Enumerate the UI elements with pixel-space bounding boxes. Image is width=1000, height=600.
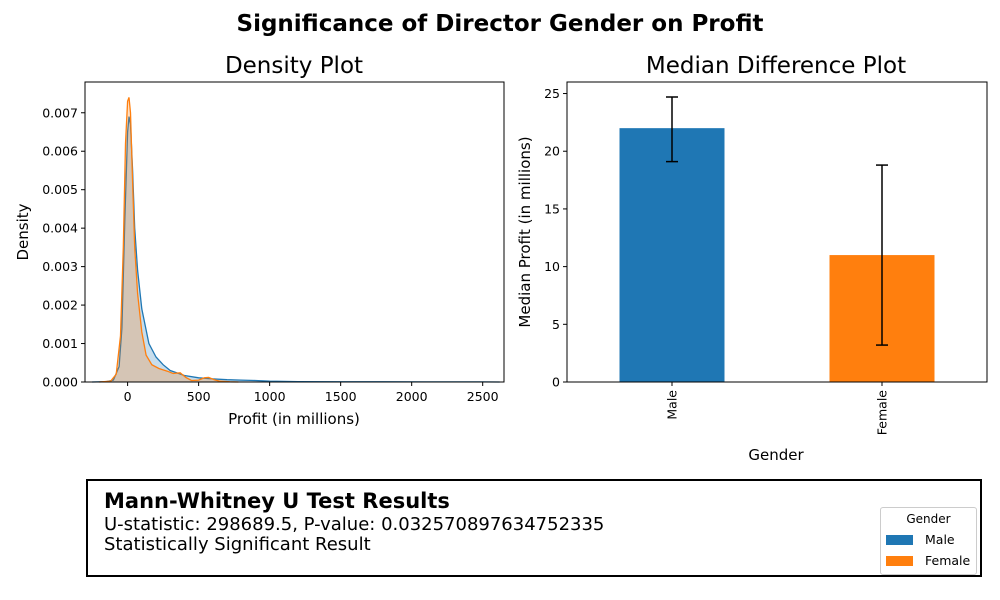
density-plot: Density Plot 0 500 1000 1500 2000 2500 0.0000… bbox=[14, 53, 505, 428]
density-y-tick-label: 0.001 bbox=[42, 336, 78, 351]
density-y-tick-label: 0.005 bbox=[42, 182, 78, 197]
density-area-male bbox=[92, 116, 500, 382]
median-difference-plot: Median Difference Plot Male Female 0 5 10 15… bbox=[516, 53, 988, 464]
median-bar-male bbox=[619, 128, 725, 382]
density-line-male bbox=[92, 116, 500, 383]
test-results-title: Mann-Whitney U Test Results bbox=[104, 489, 450, 513]
test-statistics-line: U-statistic: 298689.5, P-value: 0.032570… bbox=[104, 514, 605, 535]
density-y-tick-label: 0.004 bbox=[42, 221, 78, 236]
density-x-tick-label: 500 bbox=[187, 389, 211, 404]
median-y-tick-label: 15 bbox=[544, 201, 560, 216]
density-plot-title: Density Plot bbox=[225, 53, 363, 79]
density-marks bbox=[92, 97, 500, 383]
median-y-tick-label: 10 bbox=[544, 259, 560, 274]
legend-title: Gender bbox=[906, 512, 951, 526]
median-y-tick-label: 25 bbox=[544, 86, 560, 101]
density-x-axis-label: Profit (in millions) bbox=[228, 410, 360, 428]
legend-swatch-female bbox=[886, 556, 913, 566]
median-plot-title: Median Difference Plot bbox=[646, 53, 906, 79]
density-y-tick-label: 0.003 bbox=[42, 259, 78, 274]
median-x-tick-label-male: Male bbox=[665, 390, 680, 420]
median-x-axis-label: Gender bbox=[748, 446, 804, 464]
density-y-tick-label: 0.000 bbox=[42, 375, 78, 390]
density-x-tick-label: 1500 bbox=[325, 389, 357, 404]
median-plot-frame bbox=[566, 81, 988, 383]
test-results-box: Mann-Whitney U Test Results U-statistic:… bbox=[86, 479, 982, 577]
legend-swatch-male bbox=[886, 535, 913, 545]
density-plot-frame bbox=[84, 81, 505, 383]
density-x-tick-label: 2000 bbox=[396, 389, 428, 404]
density-y-axis-label: Density bbox=[14, 203, 32, 260]
median-x-ticks: Male Female bbox=[665, 382, 890, 435]
median-y-tick-label: 5 bbox=[552, 317, 560, 332]
median-y-tick-label: 0 bbox=[552, 375, 560, 390]
median-y-ticks: 0 5 10 15 20 25 bbox=[544, 86, 567, 390]
test-conclusion-line: Statistically Significant Result bbox=[104, 534, 371, 555]
density-x-tick-label: 2500 bbox=[467, 389, 499, 404]
density-x-tick-label: 0 bbox=[124, 389, 132, 404]
density-y-tick-label: 0.007 bbox=[42, 105, 78, 120]
density-x-ticks: 0 500 1000 1500 2000 2500 bbox=[124, 382, 499, 404]
density-y-tick-label: 0.002 bbox=[42, 298, 78, 313]
legend-label-male: Male bbox=[925, 532, 955, 547]
density-line-female bbox=[99, 97, 239, 383]
median-marks bbox=[619, 96, 935, 382]
median-y-axis-label: Median Profit (in millions) bbox=[516, 136, 534, 327]
figure-suptitle: Significance of Director Gender on Profi… bbox=[237, 11, 764, 37]
density-y-tick-label: 0.006 bbox=[42, 144, 78, 159]
legend-label-female: Female bbox=[925, 553, 971, 568]
median-y-tick-label: 20 bbox=[544, 144, 560, 159]
gender-legend: Gender Male Female bbox=[880, 507, 977, 575]
density-area-female bbox=[99, 97, 239, 383]
median-x-tick-label-female: Female bbox=[875, 390, 890, 436]
density-y-ticks: 0.000 0.001 0.002 0.003 0.004 0.005 0.006 0.007 bbox=[42, 105, 85, 390]
density-x-tick-label: 1000 bbox=[254, 389, 286, 404]
